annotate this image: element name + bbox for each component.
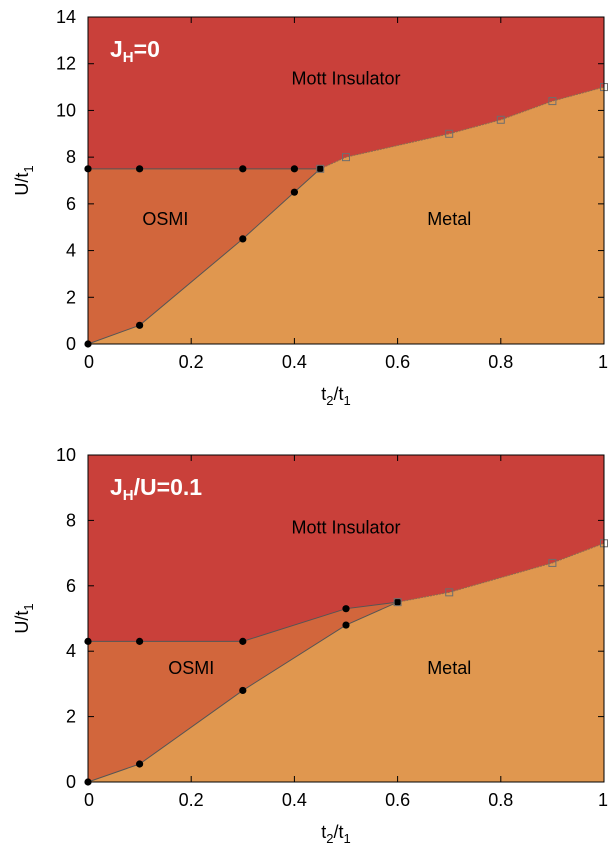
x-axis-label-mid: /t (334, 822, 344, 842)
y-tick-label: 6 (66, 576, 76, 596)
region-label: Metal (427, 209, 471, 229)
x-tick-label: 0.2 (179, 790, 204, 810)
y-tick-label: 10 (56, 445, 76, 465)
x-tick-label: 0.8 (488, 790, 513, 810)
x-tick-label: 0 (84, 790, 94, 810)
panel-label-rest: /U=0.1 (134, 474, 203, 500)
data-point-square (445, 588, 454, 597)
y-tick-label: 4 (66, 641, 76, 661)
region-label: OSMI (142, 209, 188, 229)
region-label: Mott Insulator (291, 517, 400, 537)
x-tick-label: 1 (598, 790, 608, 810)
x-axis-label: t2/t1 (321, 384, 351, 408)
region-osmi (88, 168, 321, 344)
x-axis-label-mid: /t (334, 384, 344, 404)
panel-label: JH/U=0.1 (110, 474, 202, 504)
y-tick-label: 8 (66, 510, 76, 530)
data-point (290, 165, 298, 173)
x-axis-label-sub: 1 (344, 831, 351, 846)
y-axis-label-main: U/t (12, 611, 32, 634)
plot-frame (87, 16, 605, 345)
y-tick-label: 2 (66, 707, 76, 727)
data-point (394, 598, 402, 606)
x-tick-label: 0.6 (385, 352, 410, 372)
data-point (342, 621, 350, 629)
panel-label-main: J (110, 36, 123, 62)
region-metal (88, 87, 604, 345)
data-point-square (316, 164, 325, 173)
data-point (316, 165, 324, 173)
y-tick-label: 12 (56, 54, 76, 74)
region-metal (88, 543, 604, 782)
x-tick-label: 0.8 (488, 352, 513, 372)
data-point (136, 760, 144, 768)
data-point-square (548, 558, 557, 567)
plot-frame (87, 454, 605, 783)
data-point-square (548, 97, 557, 106)
panel-label: JH=0 (110, 36, 160, 66)
panel-label-sub: H (123, 49, 134, 66)
data-point-square (496, 115, 505, 124)
x-axis-label-sub: 2 (326, 831, 333, 846)
y-tick-label: 10 (56, 100, 76, 120)
y-tick-label: 6 (66, 194, 76, 214)
x-tick-label: 0.4 (282, 352, 307, 372)
region-label: Mott Insulator (291, 69, 400, 89)
x-tick-label: 0.4 (282, 790, 307, 810)
data-point-square (393, 598, 402, 607)
region-label: Metal (427, 658, 471, 678)
y-axis-label-sub: 1 (21, 603, 36, 610)
y-axis-label-main: U/t (12, 173, 32, 196)
data-point (136, 165, 144, 173)
x-axis-label-sub: 1 (344, 393, 351, 408)
data-point (342, 605, 350, 613)
panel-label-main: J (110, 474, 123, 500)
y-tick-label: 8 (66, 147, 76, 167)
region-label: OSMI (168, 658, 214, 678)
region-osmi (88, 602, 398, 782)
x-tick-label: 0.6 (385, 790, 410, 810)
panel-label-rest: =0 (134, 36, 160, 62)
x-axis-label-main: t (321, 822, 326, 842)
y-tick-label: 0 (66, 772, 76, 792)
x-tick-label: 0 (84, 352, 94, 372)
data-point (136, 637, 144, 645)
data-point (239, 637, 247, 645)
boundary-line-mott-metal (319, 86, 605, 170)
data-point (136, 321, 144, 329)
x-axis-label: t2/t1 (321, 822, 351, 846)
x-tick-label: 0.2 (179, 352, 204, 372)
data-point (239, 235, 247, 243)
boundary-line-mott-metal (397, 542, 605, 603)
x-axis-label-sub: 2 (326, 393, 333, 408)
x-tick-label: 1 (598, 352, 608, 372)
data-point (239, 165, 247, 173)
data-point (290, 188, 298, 196)
y-tick-label: 14 (56, 7, 76, 27)
data-point-square (342, 153, 350, 162)
y-axis-label: U/t1 (12, 165, 36, 195)
data-point (239, 686, 247, 695)
x-axis-label-main: t (321, 384, 326, 404)
y-tick-label: 0 (66, 334, 76, 354)
y-axis-label: U/t1 (12, 603, 36, 633)
y-axis-label-sub: 1 (21, 165, 36, 172)
y-tick-label: 4 (66, 241, 76, 261)
panel-label-sub: H (123, 487, 134, 504)
y-tick-label: 2 (66, 287, 76, 307)
data-point-square (445, 129, 454, 138)
